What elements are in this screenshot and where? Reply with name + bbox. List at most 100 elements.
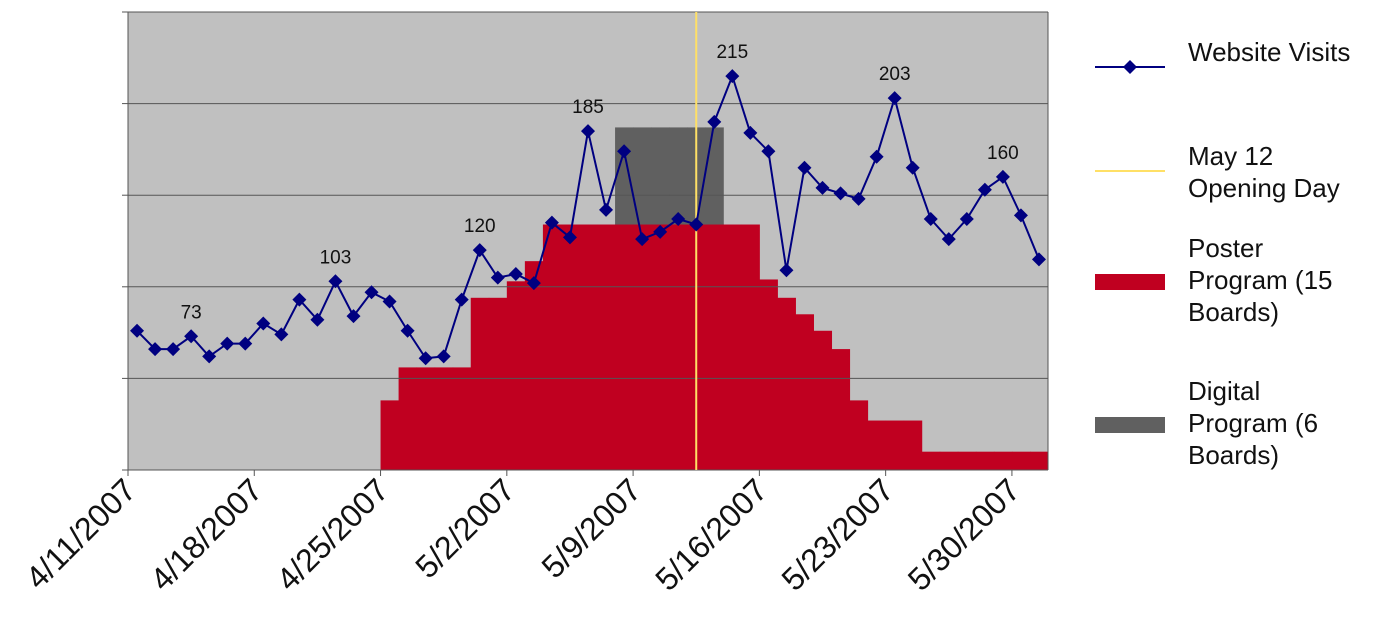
- x-tick-label: 5/30/2007: [901, 471, 1027, 597]
- marker: [328, 274, 343, 289]
- bar: [813, 330, 833, 470]
- marker: [617, 144, 632, 159]
- bar: [993, 451, 1013, 470]
- x-tick-label: 4/18/2007: [143, 471, 269, 597]
- marker: [671, 212, 686, 227]
- marker: [635, 232, 650, 247]
- bar: [597, 224, 616, 470]
- legend-swatch: [1095, 274, 1165, 290]
- bar: [1011, 451, 1031, 470]
- marker: [166, 342, 181, 357]
- marker: [400, 323, 415, 338]
- bar: [488, 297, 508, 470]
- bar: [398, 367, 418, 470]
- data-label: 73: [181, 302, 202, 323]
- bar: [633, 224, 652, 470]
- data-label: 160: [987, 143, 1019, 164]
- bar: [1029, 451, 1049, 470]
- legend-label: Website Visits: [1188, 37, 1351, 67]
- marker: [977, 182, 992, 197]
- marker: [779, 263, 794, 278]
- bar: [759, 279, 778, 470]
- legend-label: Digital Program (6 Boards): [1188, 376, 1319, 470]
- marker: [490, 270, 505, 285]
- marker: [256, 316, 271, 331]
- x-tick-label: 5/9/2007: [535, 471, 649, 585]
- bar: [705, 127, 724, 225]
- bar: [705, 224, 724, 470]
- marker: [905, 160, 920, 175]
- bar: [416, 367, 436, 470]
- data-label: 215: [716, 42, 748, 63]
- marker: [292, 292, 307, 307]
- bar: [795, 314, 814, 470]
- bar: [560, 224, 580, 470]
- bar: [831, 349, 851, 470]
- bar: [615, 127, 634, 225]
- marker: [653, 224, 668, 239]
- marker: [995, 169, 1010, 184]
- bar: [885, 420, 905, 470]
- marker: [202, 349, 217, 364]
- marker: [761, 144, 776, 159]
- bar: [849, 400, 869, 470]
- data-label: 185: [572, 97, 604, 118]
- x-tick-label: 5/2/2007: [408, 471, 522, 585]
- bar: [542, 224, 562, 470]
- x-tick-label: 5/23/2007: [774, 471, 900, 597]
- marker: [346, 309, 361, 324]
- marker: [184, 329, 199, 344]
- data-label: 203: [879, 64, 911, 85]
- x-tick-label: 5/16/2007: [648, 471, 774, 597]
- x-tick-label: 4/25/2007: [269, 471, 395, 597]
- marker: [815, 180, 830, 195]
- marker: [472, 243, 487, 258]
- bar: [777, 297, 796, 470]
- bar: [470, 297, 490, 470]
- marker: [725, 69, 740, 84]
- marker: [274, 327, 289, 342]
- bar: [452, 367, 472, 470]
- bar: [578, 224, 598, 470]
- legend-swatch: [1095, 170, 1165, 172]
- bar: [939, 451, 959, 470]
- marker: [707, 114, 722, 129]
- marker: [833, 186, 848, 201]
- bar: [633, 127, 652, 225]
- marker: [436, 349, 451, 364]
- bar: [957, 451, 977, 470]
- marker: [364, 285, 379, 300]
- marker: [1031, 252, 1046, 267]
- bar: [723, 224, 742, 470]
- bar: [867, 420, 887, 470]
- marker: [959, 212, 974, 227]
- marker: [869, 149, 884, 164]
- bar: [506, 281, 526, 470]
- marker: [544, 215, 559, 230]
- marker: [599, 202, 614, 217]
- marker: [923, 212, 938, 227]
- marker: [454, 292, 469, 307]
- bar: [524, 261, 544, 470]
- bar: [741, 224, 760, 470]
- marker: [238, 336, 253, 351]
- bar: [921, 451, 941, 470]
- marker: [220, 336, 235, 351]
- legend-label: May 12 Opening Day: [1188, 141, 1340, 203]
- legend-swatch: [1095, 417, 1165, 433]
- marker: [743, 125, 758, 140]
- bar: [380, 400, 400, 470]
- bar: [434, 367, 454, 470]
- marker: [526, 276, 541, 291]
- bar: [903, 420, 923, 470]
- marker: [148, 342, 163, 357]
- bar: [651, 224, 670, 470]
- marker: [689, 217, 704, 232]
- legend-swatch: [1095, 66, 1165, 68]
- bar: [651, 127, 670, 225]
- bar: [615, 224, 634, 470]
- marker: [382, 294, 397, 309]
- bar: [669, 127, 688, 225]
- marker: [310, 312, 325, 327]
